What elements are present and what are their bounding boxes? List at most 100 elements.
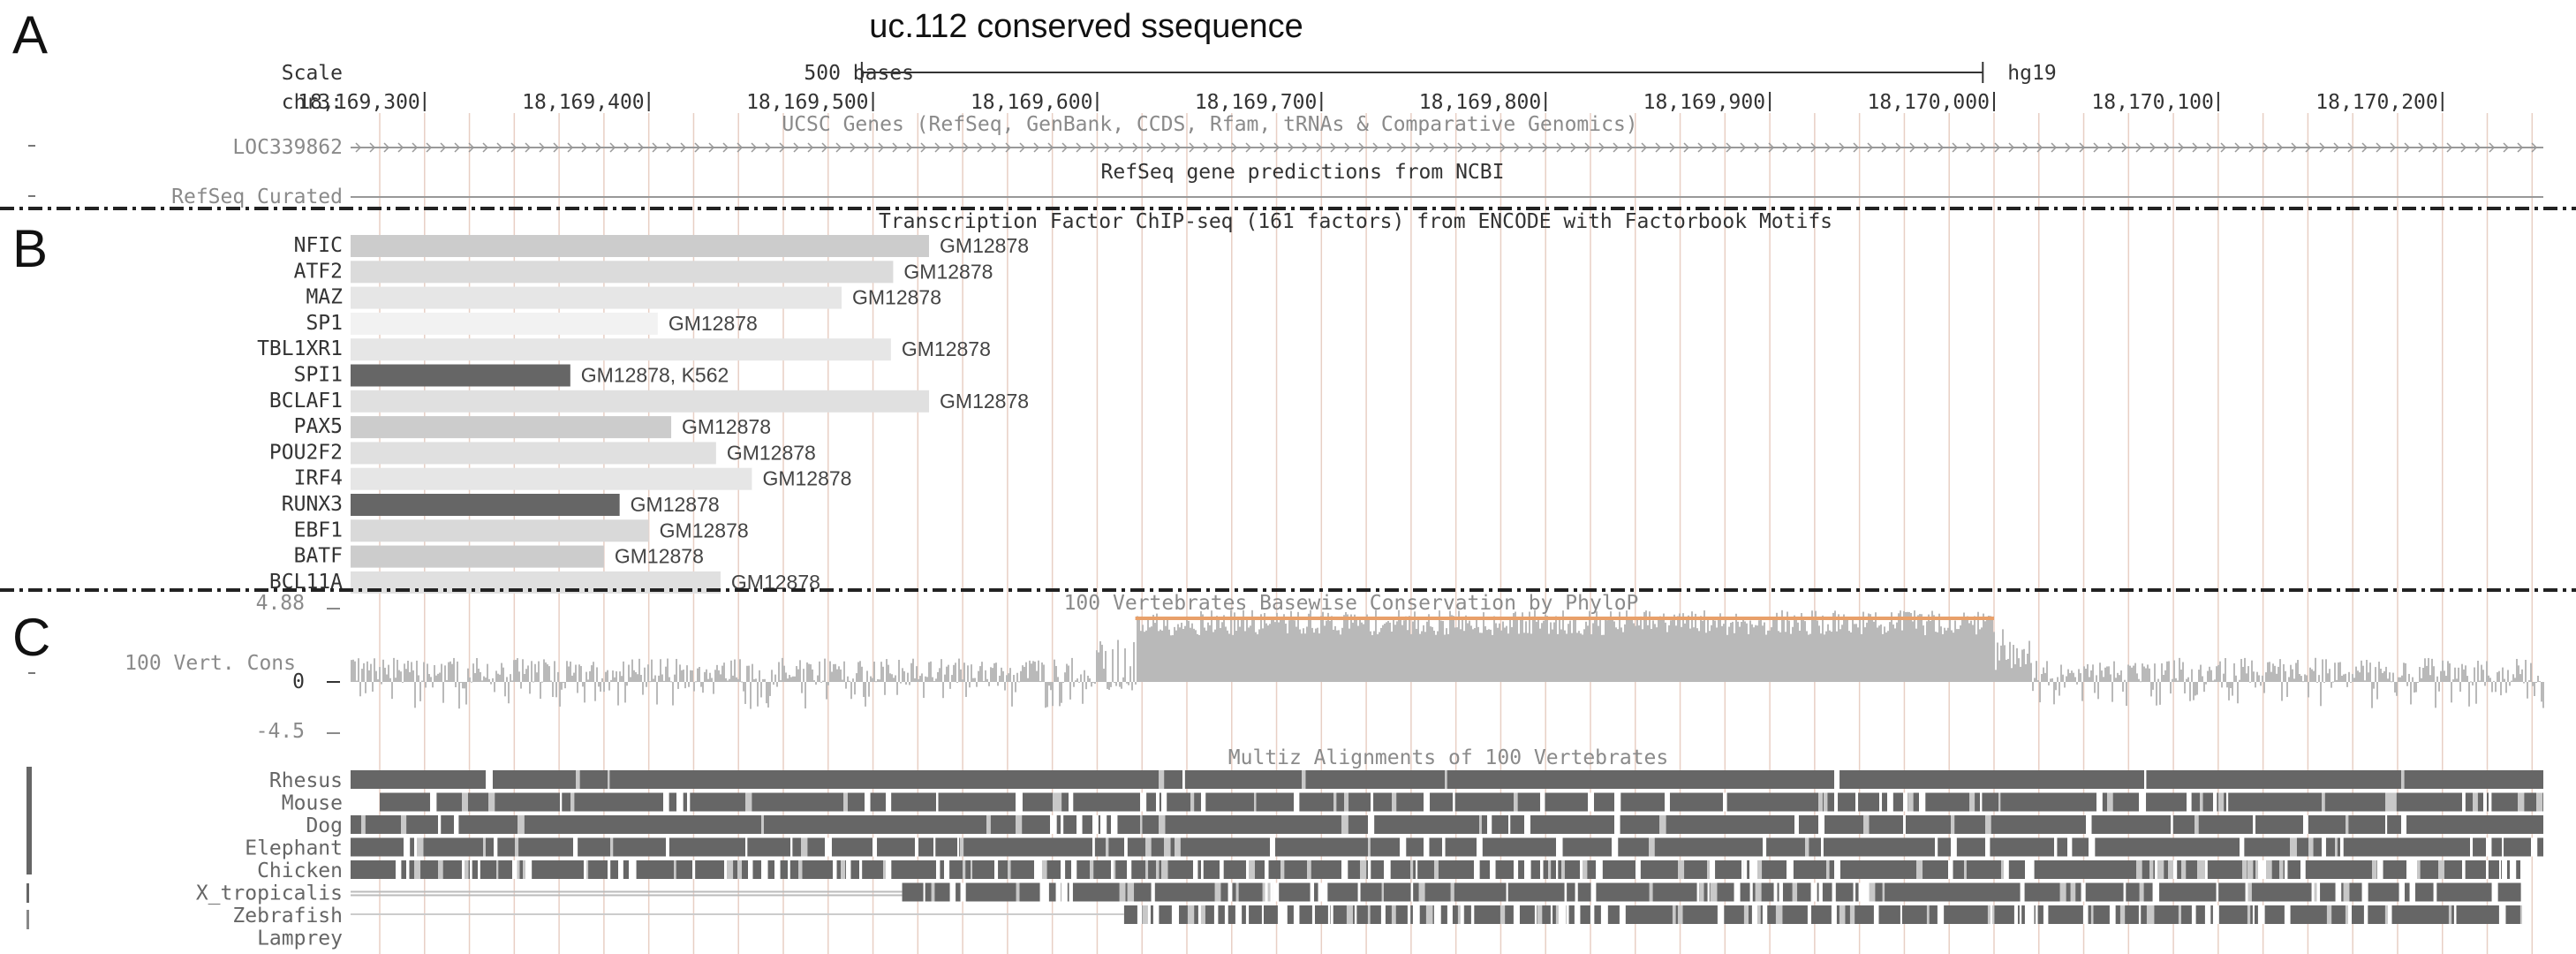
- conservation-bar: [856, 673, 857, 682]
- conservation-bar: [1131, 682, 1133, 691]
- conservation-bar: [1539, 628, 1541, 682]
- conservation-bar: [1313, 632, 1315, 682]
- conservation-bar: [1435, 634, 1437, 682]
- conservation-bar: [501, 662, 502, 682]
- alignment-gap: [2266, 860, 2272, 879]
- conservation-bar: [1859, 617, 1861, 682]
- alignment-gap: [833, 860, 837, 879]
- conservation-bar: [1235, 631, 1237, 682]
- conservation-bar: [1057, 677, 1059, 682]
- alignment-gap: [1665, 792, 1670, 812]
- alignment-gap: [2284, 905, 2291, 924]
- alignment-gap: [2139, 792, 2146, 812]
- conservation-bar: [578, 664, 580, 682]
- conservation-bar: [1942, 633, 1944, 682]
- alignment-gap: [2519, 905, 2522, 924]
- alignment-gap: [1590, 882, 1597, 902]
- conservation-bar: [933, 680, 935, 682]
- conservation-bar: [423, 662, 425, 682]
- strand-arrow: [2149, 142, 2157, 153]
- conservation-bar: [1124, 648, 1126, 682]
- alignment-gap: [2181, 860, 2187, 879]
- conservation-bar: [2470, 681, 2472, 683]
- conservation-bar: [941, 659, 942, 682]
- alignment-gap: [2531, 837, 2538, 857]
- conservation-bar: [1216, 616, 1218, 682]
- alignment-gap: [1092, 815, 1099, 834]
- conservation-bar: [1972, 625, 1974, 682]
- alignment-gap: [2473, 792, 2478, 812]
- conservation-bar: [2283, 663, 2285, 682]
- conservation-bar: [428, 674, 430, 682]
- conservation-bar: [1953, 632, 1954, 682]
- conservation-bar: [1382, 625, 1384, 682]
- alignment-gap: [1371, 792, 1374, 812]
- conservation-bar: [879, 679, 880, 682]
- alignment-gap: [2263, 860, 2266, 879]
- conservation-bar: [2519, 674, 2521, 682]
- conservation-bar: [1368, 617, 1370, 682]
- conservation-bar: [2117, 672, 2119, 682]
- alignment-gap: [666, 837, 669, 857]
- conservation-bar: [2081, 682, 2083, 701]
- conservation-bar: [490, 682, 492, 685]
- alignment-gap: [2398, 882, 2404, 902]
- alignment-gap: [1826, 860, 1830, 879]
- conservation-bar: [852, 678, 854, 682]
- conservation-bar: [1138, 617, 1140, 682]
- strand-arrow: [1358, 142, 1365, 153]
- alignment-gap: [438, 860, 443, 879]
- conservation-bar: [796, 666, 797, 682]
- conservation-bar: [1857, 627, 1859, 682]
- conservation-bar: [1871, 617, 1873, 682]
- conservation-bar: [1230, 610, 1232, 682]
- conservation-bar: [1497, 627, 1499, 682]
- multiz-handle: [26, 767, 32, 874]
- conservation-bar: [1024, 666, 1025, 682]
- conservation-bar: [2348, 671, 2350, 682]
- conservation-bar: [1495, 623, 1497, 682]
- alignment-gap: [1293, 905, 1300, 924]
- conservation-bar: [1430, 626, 1432, 682]
- conservation-bar: [1806, 631, 1808, 682]
- alignment-gap: [846, 860, 851, 879]
- alignment-gap: [687, 792, 691, 812]
- conservation-bar: [1716, 627, 1718, 682]
- conservation-bar: [833, 663, 835, 682]
- alignment-gap: [2054, 837, 2058, 857]
- conservation-bar: [1340, 634, 1341, 682]
- left-track-handles: [26, 145, 35, 929]
- conservation-bar: [607, 670, 608, 682]
- alignment-gap: [1034, 860, 1039, 879]
- conservation-bar: [1149, 627, 1151, 682]
- conservation-bar: [1824, 634, 1825, 682]
- conservation-bar: [2486, 661, 2488, 682]
- conservation-bar: [405, 669, 407, 682]
- conservation-bar: [1767, 630, 1769, 682]
- alignment-gap: [1433, 905, 1441, 924]
- coordinate-ticks: 18,169,300 18,169,400 18,169,500 18,169,600…: [298, 91, 2444, 114]
- conservation-bar: [925, 676, 926, 682]
- conservation-bar: [1107, 682, 1108, 689]
- conservation-bar: [2435, 682, 2436, 708]
- alignment-gap: [1555, 905, 1560, 924]
- conservation-bar: [1137, 616, 1138, 682]
- conservation-bar: [1695, 613, 1696, 682]
- conservation-bar: [891, 674, 893, 682]
- conservation-bar: [697, 668, 699, 682]
- conservation-bar: [1651, 628, 1652, 682]
- conservation-bar: [1850, 632, 1852, 682]
- conservation-bar: [674, 674, 676, 682]
- alignment-gap: [401, 815, 407, 834]
- conservation-bar: [2210, 670, 2212, 682]
- conservation-bar: [1779, 632, 1781, 682]
- conservation-bar: [2534, 682, 2535, 696]
- alignment-gap: [1201, 792, 1206, 812]
- conservation-bar: [1251, 610, 1253, 682]
- conservation-bar: [2073, 672, 2074, 682]
- conservation-bar: [815, 682, 817, 685]
- conservation-bar: [1684, 623, 1686, 682]
- conservation-bar: [1059, 682, 1061, 707]
- conservation-bar: [1963, 612, 1965, 682]
- conservation-bar: [2362, 665, 2364, 682]
